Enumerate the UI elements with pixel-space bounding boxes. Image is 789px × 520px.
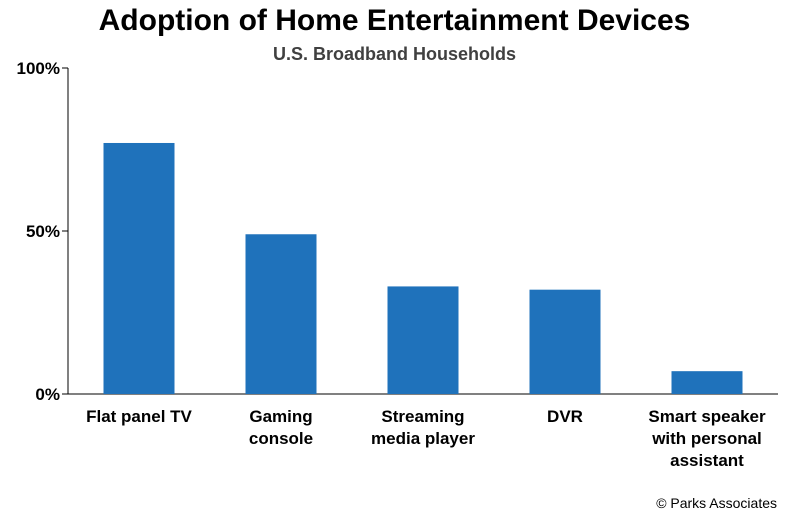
x-tick-label: Flat panel TV bbox=[86, 407, 192, 426]
bar bbox=[103, 142, 175, 394]
bar bbox=[529, 289, 601, 394]
copyright-credit: © Parks Associates bbox=[656, 495, 777, 511]
x-tick-label: Streaming media player bbox=[371, 407, 475, 448]
y-tick-label: 0% bbox=[35, 385, 60, 404]
x-tick-label: Gaming console bbox=[249, 407, 313, 448]
y-tick-label: 100% bbox=[17, 59, 60, 78]
bar bbox=[387, 286, 459, 394]
bar bbox=[245, 234, 317, 394]
y-tick-label: 50% bbox=[26, 222, 60, 241]
chart-subtitle: U.S. Broadband Households bbox=[272, 44, 517, 64]
bar bbox=[671, 371, 743, 394]
x-tick-label: DVR bbox=[547, 407, 583, 426]
x-tick-label: Smart speaker with personal assistant bbox=[648, 407, 766, 470]
chart-title: Adoption of Home Entertainment Devices bbox=[98, 4, 691, 37]
